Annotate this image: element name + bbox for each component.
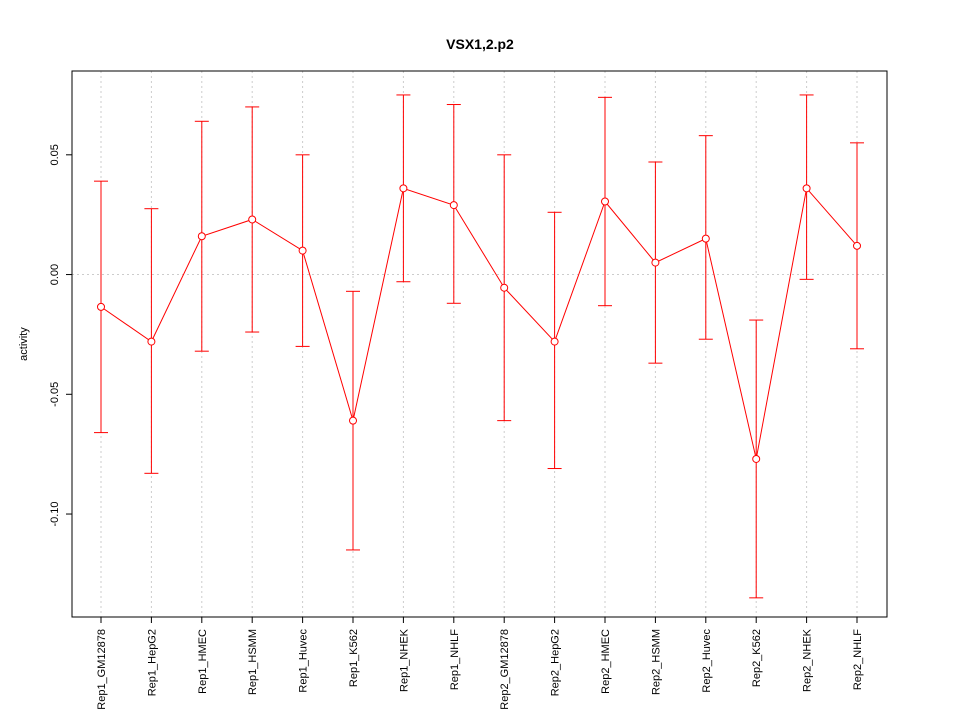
data-point (449, 201, 458, 210)
x-tick-label: Rep1_HMEC (197, 629, 209, 694)
data-point (298, 246, 307, 255)
x-tick-label: Rep1_K562 (348, 629, 360, 687)
x-tick-label: Rep2_HMEC (600, 629, 612, 694)
series-line (100, 187, 858, 460)
x-tick-label: Rep1_Huvec (298, 629, 310, 693)
data-point (550, 337, 559, 346)
data-point (701, 234, 710, 243)
x-tick-label: Rep1_NHLF (449, 629, 461, 690)
data-point (349, 416, 357, 425)
x-tick-label: Rep2_NHEK (802, 628, 814, 692)
data-point (500, 283, 509, 292)
y-tick-label: 0.00 (49, 264, 61, 285)
data-point (147, 337, 156, 346)
x-axis: Rep1_GM12878 Rep1_HepG2 Rep1_HMEC Rep1_HSMM… (96, 617, 864, 710)
data-point (752, 454, 761, 463)
data-point (197, 232, 206, 241)
y-tick-label: -0.05 (49, 382, 61, 407)
grid-layer (72, 71, 887, 617)
y-tick-label: -0.10 (49, 501, 61, 526)
data-point (651, 258, 660, 267)
x-tick-label: Rep2_Huvec (701, 629, 713, 693)
x-tick-label: Rep1_NHEK (398, 628, 410, 692)
chart-title: VSX1,2.p2 (446, 36, 514, 52)
x-tick-label: Rep2_HSMM (650, 629, 662, 695)
series-layer (94, 94, 864, 599)
data-point (802, 184, 811, 193)
y-axis: -0.10 -0.05 0.00 0.05 (49, 144, 72, 527)
data-point (853, 241, 861, 250)
plot-frame (71, 70, 888, 618)
data-point (399, 184, 408, 193)
x-tick-label: Rep2_GM12878 (499, 629, 511, 710)
data-point (97, 302, 105, 311)
x-tick-label: Rep1_HSMM (247, 629, 259, 695)
data-point (601, 197, 609, 206)
y-tick-label: 0.05 (49, 144, 61, 165)
x-tick-label: Rep2_NHLF (852, 629, 864, 690)
y-axis-label: activity (18, 327, 30, 361)
x-tick-label: Rep2_K562 (751, 629, 763, 687)
data-point (248, 215, 257, 224)
x-tick-label: Rep1_GM12878 (96, 629, 108, 710)
x-tick-label: Rep1_HepG2 (146, 629, 158, 696)
x-tick-label: Rep2_HepG2 (550, 629, 562, 696)
